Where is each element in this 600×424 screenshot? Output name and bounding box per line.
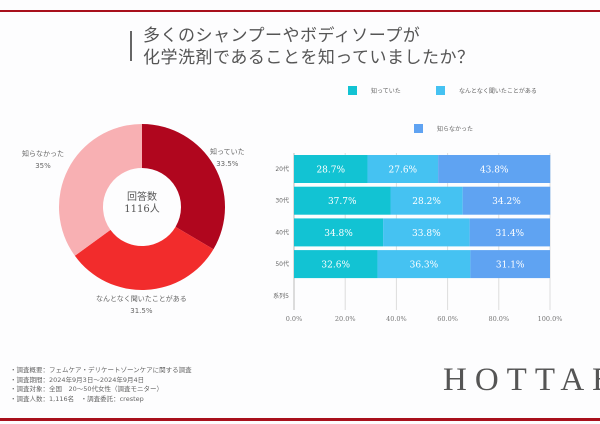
bar-data-label: 27.6% [389,166,418,176]
brand-logo: HOTTAB [443,362,600,398]
x-tick-label: 100.0% [538,315,563,323]
legend-label: なんとなく聞いたことがある [459,88,537,95]
legend-item-didnt-know: 知らなかった [414,124,473,133]
x-tick-label: 80.0% [488,315,509,323]
bar-segment [438,155,551,183]
bar-segment [294,186,391,215]
bar-segment [470,250,550,279]
note-line: ・調査対象：全国 20〜50代女性（調査モニター） [10,385,164,393]
bar-data-label: 36.3% [410,261,439,271]
bar-segment [462,186,551,215]
bar-segment [367,155,439,183]
legend-item-heard: なんとなく聞いたことがある [436,86,537,95]
note-line: ・調査期間：2024年9月3日〜2024年9月4日 [10,375,145,384]
note-line: ・調査概要：フェムケア・デリケートゾーンケアに関する調査 [10,366,192,374]
y-tick-label: 20代 [275,165,289,173]
bar-data-label: 37.7% [328,197,357,207]
pie-center-text: 回答数 1116人 [124,192,160,215]
pie-label-heard: なんとなく聞いたことがある 31.5% [96,295,187,315]
bar-data-label: 43.8% [480,166,509,176]
bar-data-label: 28.7% [316,166,345,176]
bar-data-label: 32.6% [321,261,350,271]
x-tick-label: 60.0% [437,315,458,323]
bar-segment [294,218,384,247]
page-title: 多くのシャンプーやボディソープが 化学洗剤であることを知っていましたか？ [143,25,474,69]
top-accent-line [0,10,600,12]
bar-data-label: 31.1% [496,261,525,271]
bar-segment [294,155,368,183]
bar-data-label: 33.8% [412,229,441,239]
y-tick-label: 50代 [275,260,289,268]
bar-data-label: 31.4% [496,229,525,239]
y-tick-label: 30代 [275,197,289,205]
bar-data-label: 34.8% [324,229,353,239]
y-tick-label: 40代 [275,228,289,236]
title-line-2: 化学洗剤であることを知っていましたか？ [143,48,475,68]
y-tick-label: 系列5 [273,292,289,300]
x-tick-label: 20.0% [335,315,356,323]
legend-label: 知らなかった [437,126,474,133]
legend-swatch [414,124,423,133]
x-tick-label: 40.0% [386,315,407,323]
survey-notes: ・調査概要：フェムケア・デリケートゾーンケアに関する調査 ・調査期間：2024年… [10,366,192,404]
legend-label: 知っていた [371,88,401,95]
legend-item-knew: 知っていた [348,86,401,95]
legend-swatch [436,86,445,95]
pie-label-didnt-know: 知らなかった 35% [22,150,64,170]
title-line-1: 多くのシャンプーやボディソープが [143,26,421,46]
bar-segment [294,250,378,279]
bottom-accent-line [0,418,600,421]
bar-data-label: 34.2% [492,197,521,207]
pie-slice [74,226,214,290]
note-line: ・調査人数：1,116名 ・調査委託：crestep [10,394,144,403]
bar-data-label: 28.2% [412,197,441,207]
x-tick-label: 0.0% [286,315,303,323]
bar-segment [377,250,471,279]
bar-segment [383,218,470,247]
bar-segment [469,218,550,247]
pie-slice [142,124,226,250]
bar-segment [390,186,463,215]
pie-label-knew: 知っていた 33.5% [210,148,245,168]
legend-swatch [348,86,357,95]
title-bar-decoration [130,31,132,61]
pie-slice [59,124,142,256]
